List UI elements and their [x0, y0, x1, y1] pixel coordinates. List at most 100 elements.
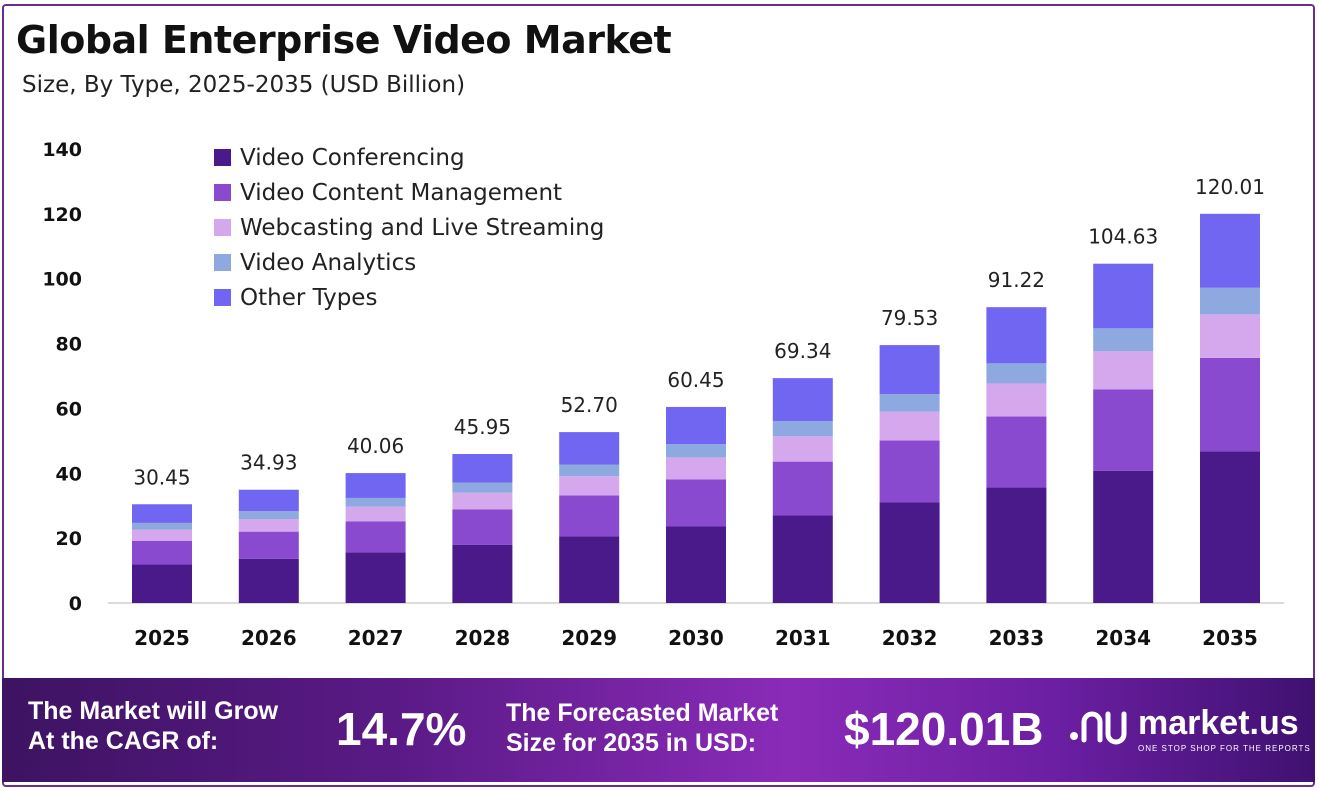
bar-segment-video-content-management [345, 521, 406, 553]
bar-segment-webcasting-and-live-streaming [345, 506, 406, 522]
bar-total-label: 34.93 [240, 451, 297, 475]
bar-segment-video-analytics [345, 497, 406, 507]
bar-total-label: 104.63 [1088, 225, 1158, 249]
forecast-label: The Forecasted Market Size for 2035 in U… [506, 698, 826, 758]
x-tick-label: 2028 [455, 626, 511, 650]
bar-segment-video-conferencing [452, 544, 513, 603]
bar-segment-other-types [238, 489, 299, 512]
forecast-label-line2: Size for 2035 in USD: [506, 729, 757, 757]
legend-swatch [214, 149, 231, 166]
bar-segment-video-analytics [879, 394, 940, 412]
cagr-label-line1: The Market will Grow [28, 697, 279, 725]
x-tick-label: 2026 [241, 626, 297, 650]
bar-segment-webcasting-and-live-streaming [559, 476, 620, 496]
bar-segment-webcasting-and-live-streaming [1200, 314, 1260, 358]
bar-segment-video-conferencing [238, 558, 299, 603]
x-tick-label: 2027 [348, 626, 404, 650]
chart-title: Global Enterprise Video Market [16, 18, 672, 62]
cagr-label: The Market will Grow At the CAGR of: [28, 696, 318, 756]
cagr-label-line2: At the CAGR of: [28, 727, 219, 755]
bar-segment-webcasting-and-live-streaming [132, 529, 192, 541]
legend-label: Video Content Management [240, 180, 562, 206]
bar-segment-other-types [132, 504, 192, 523]
bar-segment-other-types [1093, 263, 1154, 329]
x-tick-label: 2033 [989, 626, 1045, 650]
bar-total-label: 52.70 [561, 393, 618, 417]
bar-segment-video-analytics [238, 511, 299, 520]
bar-segment-webcasting-and-live-streaming [238, 519, 299, 532]
bar-segment-webcasting-and-live-streaming [772, 436, 833, 462]
legend-label: Video Conferencing [240, 145, 465, 171]
y-tick-label: 60 [56, 398, 82, 420]
logo-name: market.us [1138, 704, 1299, 742]
x-tick-label: 2030 [668, 626, 724, 650]
bar-segment-video-conferencing [1093, 470, 1154, 603]
y-tick-label: 140 [42, 139, 82, 161]
y-tick-label: 80 [56, 334, 82, 356]
x-tick-label: 2025 [134, 626, 190, 650]
bar-segment-webcasting-and-live-streaming [879, 411, 940, 441]
bar-segment-webcasting-and-live-streaming [452, 492, 513, 510]
y-tick-label: 20 [56, 528, 82, 550]
bar-segment-video-content-management [238, 531, 299, 559]
bar-segment-other-types [1200, 213, 1260, 288]
legend-swatch [214, 219, 231, 236]
bar-total-label: 69.34 [774, 339, 831, 363]
bar-segment-video-content-management [986, 416, 1047, 488]
bar-segment-video-content-management [772, 461, 833, 516]
bar-segment-video-content-management [1093, 389, 1154, 471]
y-tick-label: 100 [42, 269, 82, 291]
bar-segment-video-analytics [132, 522, 192, 530]
bar-segment-webcasting-and-live-streaming [1093, 351, 1154, 390]
bar-segment-video-analytics [1093, 328, 1154, 352]
bar-segment-video-conferencing [666, 526, 726, 603]
bar-segment-webcasting-and-live-streaming [986, 383, 1047, 417]
market-us-logo-icon [1070, 711, 1127, 745]
bar-segment-video-content-management [559, 495, 620, 537]
legend-label: Webcasting and Live Streaming [240, 215, 604, 241]
bar-segment-video-analytics [559, 464, 620, 477]
bar-segment-webcasting-and-live-streaming [666, 457, 726, 480]
legend-label: Other Types [240, 285, 377, 311]
bar-segment-video-content-management [1200, 357, 1260, 452]
forecast-label-line1: The Forecasted Market [506, 699, 779, 727]
bar-segment-video-analytics [772, 421, 833, 437]
bar-total-label: 60.45 [667, 368, 724, 392]
chart-subtitle: Size, By Type, 2025-2035 (USD Billion) [22, 72, 466, 98]
bar-segment-video-conferencing [559, 536, 620, 603]
y-tick-label: 40 [56, 463, 82, 485]
bar-segment-video-conferencing [772, 515, 833, 603]
bar-total-label: 79.53 [881, 306, 938, 330]
bar-segment-video-conferencing [132, 564, 192, 603]
y-tick-label: 0 [69, 593, 82, 615]
bar-segment-other-types [986, 307, 1047, 364]
bar-segment-video-analytics [986, 363, 1047, 384]
market-us-logo[interactable]: market.us ONE STOP SHOP FOR THE REPORTS [1068, 704, 1311, 760]
forecast-value: $120.01B [844, 703, 1044, 755]
bar-segment-video-content-management [879, 440, 940, 503]
bar-segment-video-conferencing [879, 502, 940, 603]
y-tick-label: 120 [42, 204, 82, 226]
stacked-bar-chart: 0 20 40 60 80 100 120 140 30.45 2025 34.93 2026 40.0… [42, 139, 1284, 650]
legend-swatch [214, 184, 231, 201]
logo-tagline: ONE STOP SHOP FOR THE REPORTS [1138, 744, 1311, 753]
bar-total-label: 120.01 [1195, 175, 1265, 199]
bar-segment-other-types [879, 345, 940, 395]
legend-swatch [214, 254, 231, 271]
bar-segment-other-types [452, 453, 513, 483]
bar-segment-video-analytics [666, 444, 726, 458]
bar-segment-other-types [345, 473, 406, 498]
bar-segment-other-types [772, 378, 833, 422]
legend-swatch [214, 289, 231, 306]
x-tick-label: 2031 [775, 626, 831, 650]
footer-banner: The Market will Grow At the CAGR of: 14.… [2, 678, 1315, 782]
bar-segment-video-conferencing [986, 487, 1047, 603]
bar-segment-video-content-management [452, 509, 513, 545]
cagr-value: 14.7% [336, 703, 467, 755]
bar-segment-video-analytics [1200, 287, 1260, 315]
bar-total-label: 45.95 [454, 415, 511, 439]
bar-segment-other-types [559, 432, 620, 465]
x-tick-label: 2032 [882, 626, 938, 650]
x-tick-label: 2029 [561, 626, 617, 650]
bar-segment-video-content-management [666, 479, 726, 527]
